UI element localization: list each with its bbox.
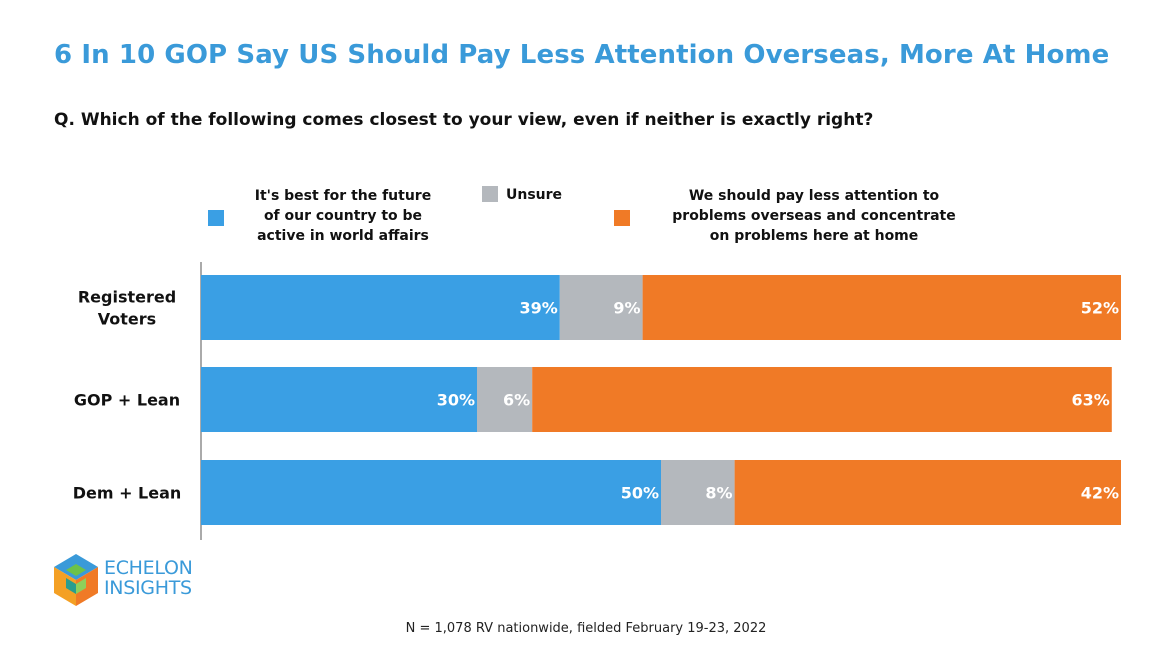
footnote: N = 1,078 RV nationwide, fielded Februar… (405, 621, 767, 636)
echelon-logo-icon (54, 554, 98, 606)
bar-segment-active (201, 367, 477, 432)
data-label-unsure: 6% (503, 391, 530, 410)
chart-subtitle: Q. Which of the following comes closest … (54, 110, 874, 130)
data-label-active: 39% (520, 299, 558, 318)
category-label: Registered Voters (78, 288, 176, 329)
bar-segment-active (201, 275, 560, 340)
bar-segment-less (532, 367, 1112, 432)
legend-swatch-active (208, 210, 224, 226)
echelon-logo-text: ECHELON INSIGHTS (104, 558, 193, 598)
bar-segment-active (201, 460, 661, 525)
data-label-active: 50% (621, 484, 659, 503)
data-label-active: 30% (437, 391, 475, 410)
data-label-less: 63% (1072, 391, 1110, 410)
logo-line-1: ECHELON (104, 557, 193, 579)
legend-label-active: It's best for the future of our country … (254, 188, 432, 244)
bar-segment-unsure (477, 367, 533, 432)
data-label-unsure: 8% (705, 484, 732, 503)
legend-swatch-unsure (482, 186, 498, 202)
category-label: Dem + Lean (73, 484, 182, 503)
bar-segment-less (642, 275, 1121, 340)
bar-segment-unsure (559, 275, 643, 340)
data-label-unsure: 9% (613, 299, 640, 318)
logo-line-2: INSIGHTS (104, 577, 192, 599)
bar-segment-less (734, 460, 1121, 525)
data-label-less: 52% (1081, 299, 1119, 318)
legend-swatch-less (614, 210, 630, 226)
legend-label-less: We should pay less attention to problems… (672, 188, 956, 244)
category-label: GOP + Lean (74, 391, 180, 410)
chart-title: 6 In 10 GOP Say US Should Pay Less Atten… (54, 40, 1110, 70)
bar-segment-unsure (661, 460, 735, 525)
data-label-less: 42% (1081, 484, 1119, 503)
legend-label-unsure: Unsure (506, 187, 563, 203)
